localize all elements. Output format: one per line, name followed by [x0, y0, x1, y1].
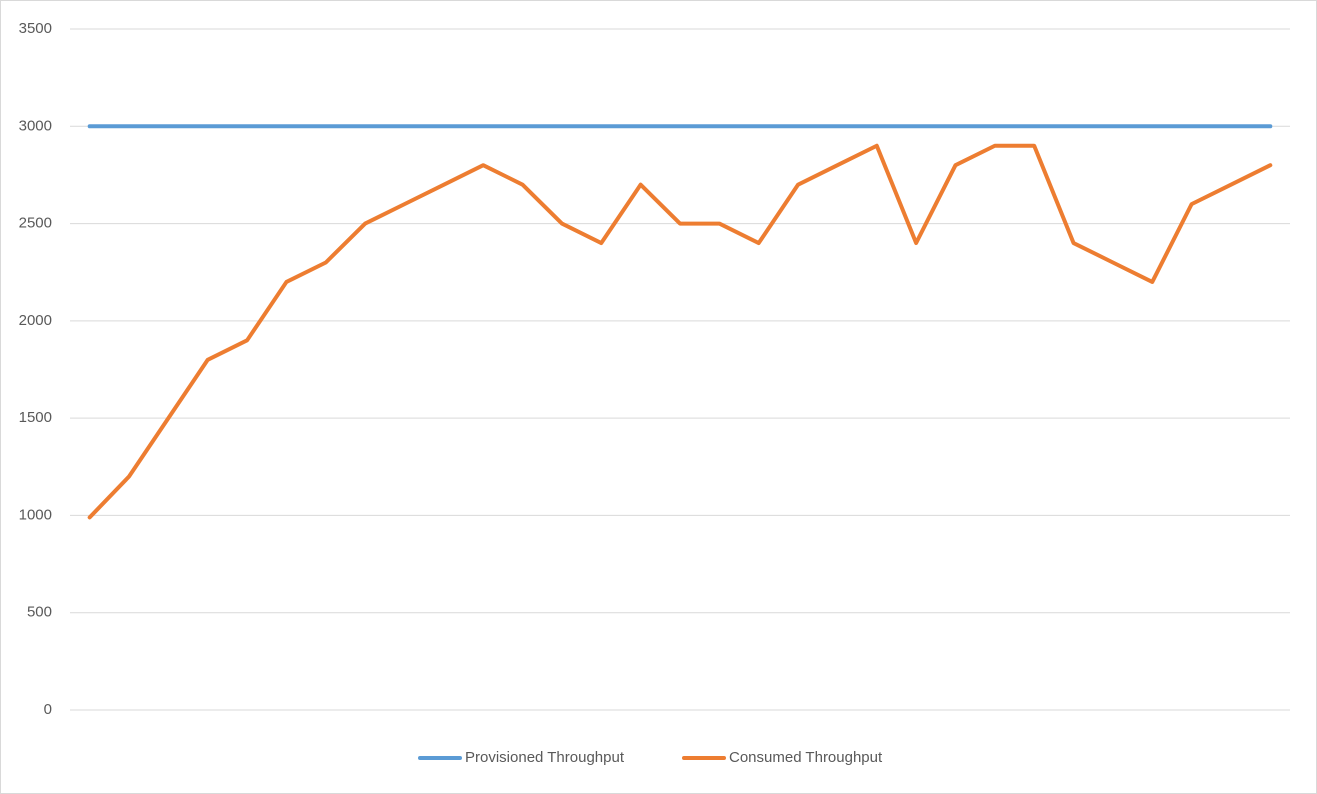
- y-tick-label: 3500: [19, 20, 52, 37]
- legend-label: Consumed Throughput: [729, 749, 883, 766]
- y-tick-label: 1500: [19, 409, 52, 426]
- line-series: [87, 143, 1273, 520]
- y-tick-label: 2500: [19, 215, 52, 232]
- y-tick-label: 2000: [19, 312, 52, 329]
- y-tick-label: 3000: [19, 117, 52, 134]
- y-tick-label: 500: [27, 604, 52, 621]
- y-tick-label: 1000: [19, 506, 52, 523]
- y-tick-label: 0: [44, 701, 52, 718]
- legend-label: Provisioned Throughput: [465, 749, 625, 766]
